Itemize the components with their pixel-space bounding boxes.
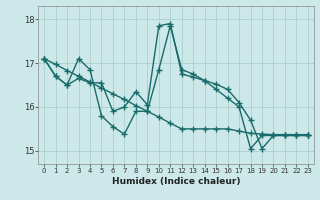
X-axis label: Humidex (Indice chaleur): Humidex (Indice chaleur) [112,177,240,186]
